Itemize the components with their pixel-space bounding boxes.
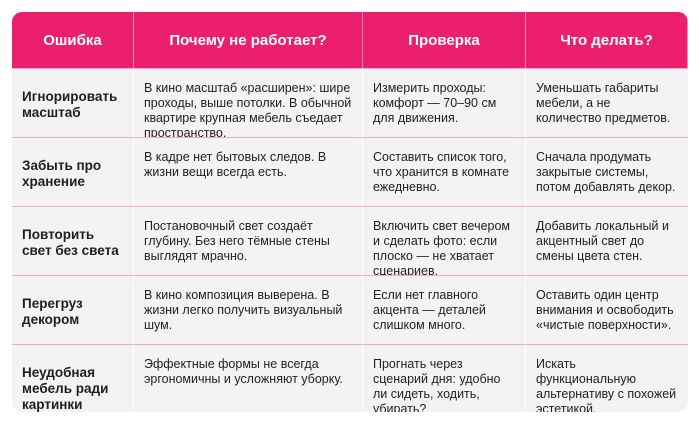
header-why: Почему не работает? bbox=[134, 12, 363, 68]
table-grid: Ошибка Почему не работает? Проверка Что … bbox=[12, 12, 688, 412]
row-1-why: В кино масштаб «расширен»: шире проходы,… bbox=[134, 68, 363, 140]
row-2-check: Составить список того, что хранится в ко… bbox=[363, 137, 526, 206]
row-2-why: В кадре нет бытовых следов. В жизни вещи… bbox=[134, 137, 363, 206]
row-5-todo: Искать функциональную альтернативу с пох… bbox=[526, 344, 688, 412]
row-5-why: Эффектные формы не всегда эргономичны и … bbox=[134, 344, 363, 412]
row-4-why: В кино композиция выверена. В жизни легк… bbox=[134, 275, 363, 344]
row-1-todo: Уменьшать габариты мебели, а не количест… bbox=[526, 68, 688, 137]
row-5-check: Прогнать через сценарий дня: удобно ли с… bbox=[363, 344, 526, 412]
row-3-check: Включить свет вечером и сделать фото: ес… bbox=[363, 206, 526, 278]
row-2-error: Забыть про хранение bbox=[12, 137, 134, 206]
row-3-todo: Добавить локальный и акцентный свет до с… bbox=[526, 206, 688, 275]
row-1-error: Игнорировать масштаб bbox=[12, 68, 134, 137]
header-check: Проверка bbox=[363, 12, 526, 68]
row-3-why: Постановочный свет создаёт глубину. Без … bbox=[134, 206, 363, 275]
row-4-check: Если нет главного акцента — деталей слиш… bbox=[363, 275, 526, 344]
row-1-check: Измерить проходы: комфорт — 70–90 см для… bbox=[363, 68, 526, 137]
row-5-error: Неудобная мебель ради картинки bbox=[12, 344, 134, 412]
row-2-todo: Сначала продумать закрытые системы, пото… bbox=[526, 137, 688, 206]
row-4-todo: Оставить один центр внимания и освободит… bbox=[526, 275, 688, 344]
row-3-error: Повторить свет без света bbox=[12, 206, 134, 275]
row-4-error: Перегруз декором bbox=[12, 275, 134, 344]
mistakes-table: Ошибка Почему не работает? Проверка Что … bbox=[12, 12, 688, 412]
header-todo: Что делать? bbox=[526, 12, 688, 68]
header-error: Ошибка bbox=[12, 12, 134, 68]
